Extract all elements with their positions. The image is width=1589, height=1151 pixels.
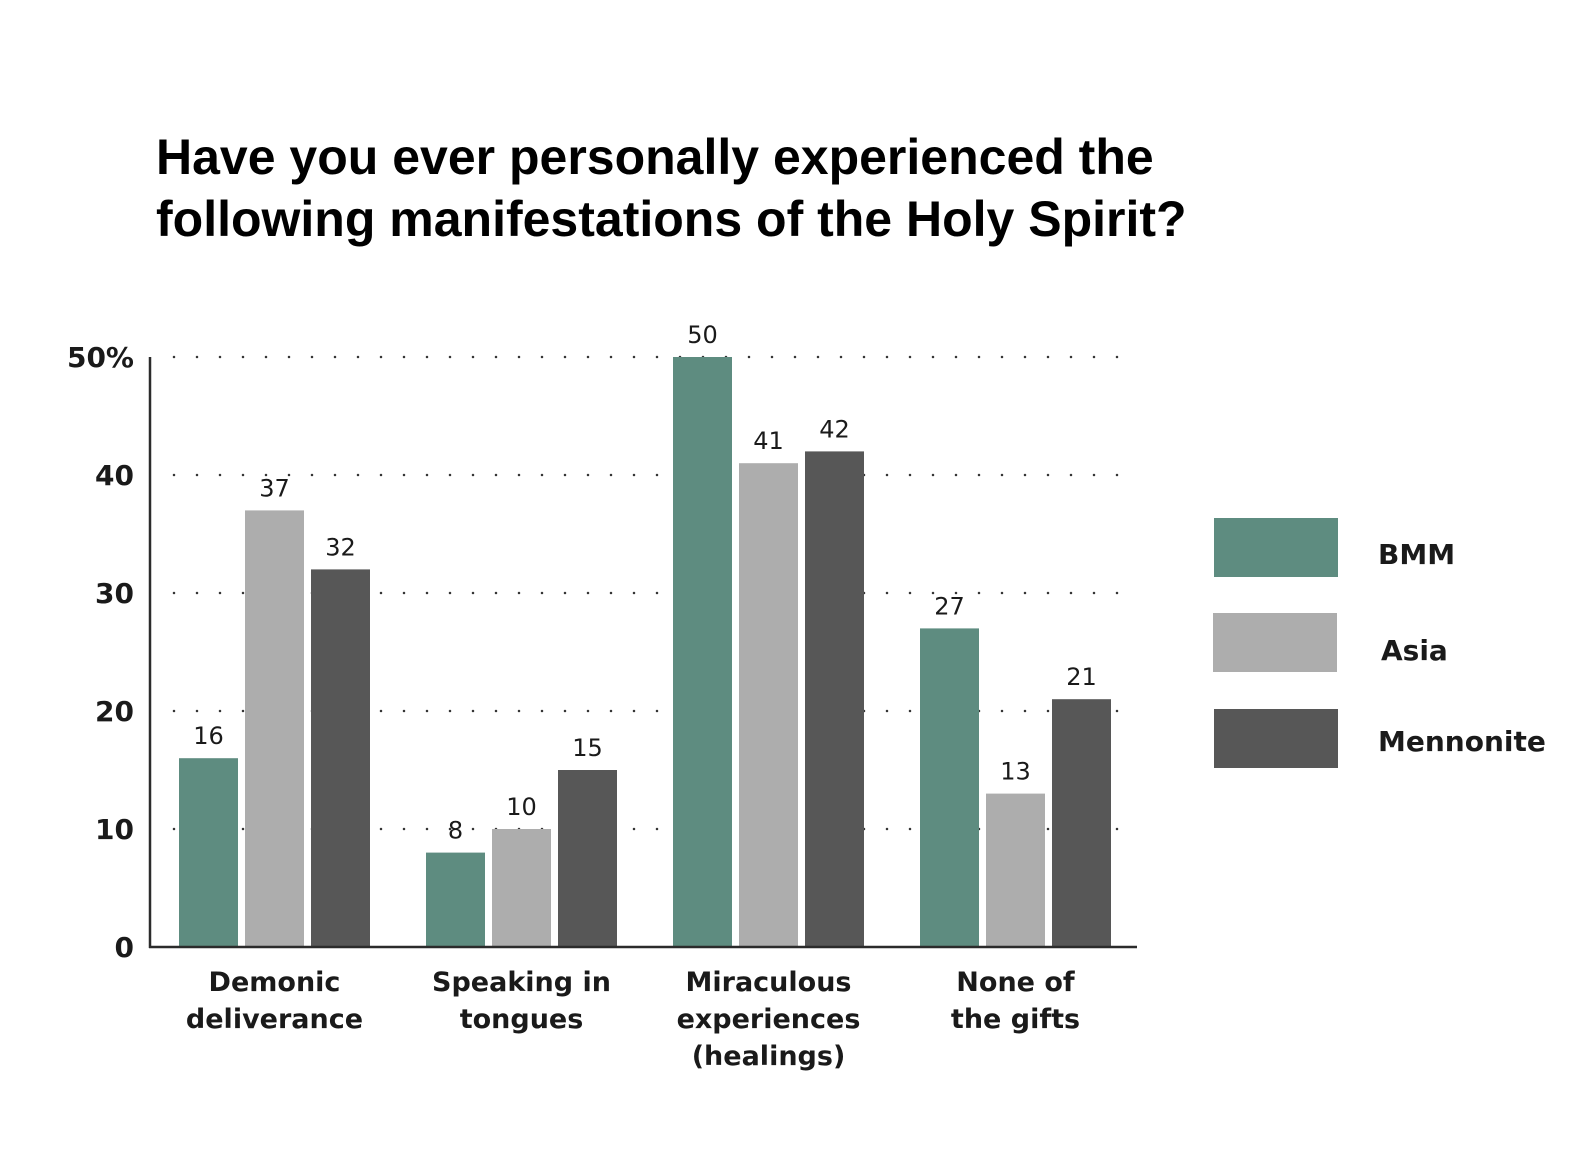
data-label: 15 xyxy=(572,734,603,762)
x-category-label-line: deliverance xyxy=(186,1004,363,1035)
x-category-label-line: tongues xyxy=(460,1004,584,1035)
x-category-label-line: Demonic xyxy=(209,967,341,998)
data-label: 10 xyxy=(506,793,537,821)
x-category-label: Demonic deliverance xyxy=(186,967,363,1035)
x-category-label-line: None of xyxy=(956,967,1075,998)
data-label: 16 xyxy=(193,722,224,750)
x-category-label-line: (healings) xyxy=(692,1041,846,1072)
bar-asia-0 xyxy=(245,510,304,947)
bar-bmm-3 xyxy=(920,628,979,947)
legend-label-bmm: BMM xyxy=(1378,538,1455,571)
data-label: 27 xyxy=(934,592,965,620)
data-label: 21 xyxy=(1066,663,1097,691)
bar-asia-2 xyxy=(739,463,798,947)
x-category-label: Speaking in tongues xyxy=(432,967,611,1035)
y-tick-label: 10 xyxy=(95,813,134,846)
bar-mennonite-3 xyxy=(1052,699,1111,947)
bar-bmm-0 xyxy=(179,758,238,947)
x-category-label: Miraculous experiences (healings) xyxy=(677,967,861,1072)
labels: 0 10 20 30 40 50% 16 8 50 27 37 10 41 13 32 15 42 21 Demon… xyxy=(67,321,1097,1072)
data-label: 8 xyxy=(448,817,463,845)
data-label: 13 xyxy=(1000,758,1031,786)
legend: BMM Asia Mennonite xyxy=(1213,518,1546,768)
bar-asia-3 xyxy=(986,793,1045,947)
x-category-label-line: the gifts xyxy=(951,1004,1080,1035)
data-label: 50 xyxy=(687,321,718,349)
y-tick-label: 40 xyxy=(95,459,134,492)
chart-title: Have you ever personally experienced the… xyxy=(156,126,1356,250)
legend-label-asia: Asia xyxy=(1381,634,1448,667)
legend-swatch-asia xyxy=(1213,613,1337,672)
x-category-label-line: Speaking in xyxy=(432,967,611,998)
bar-mennonite-0 xyxy=(311,569,370,947)
chart-title-line-1: Have you ever personally experienced the xyxy=(156,129,1154,185)
x-category-label-line: Miraculous xyxy=(686,967,852,998)
y-tick-label: 20 xyxy=(95,695,134,728)
bars xyxy=(179,357,1111,947)
chart-title-line-2: following manifestations of the Holy Spi… xyxy=(156,191,1187,247)
legend-label-mennonite: Mennonite xyxy=(1378,725,1546,758)
bar-bmm-1 xyxy=(426,852,485,947)
axes xyxy=(148,357,1137,949)
data-label: 42 xyxy=(819,415,850,443)
y-tick-label: 30 xyxy=(95,577,134,610)
legend-swatch-mennonite xyxy=(1214,709,1338,768)
data-label: 41 xyxy=(753,427,784,455)
x-category-label-line: experiences xyxy=(677,1004,861,1035)
bar-bmm-2 xyxy=(673,357,732,947)
bar-asia-1 xyxy=(492,829,551,947)
legend-swatch-bmm xyxy=(1214,518,1338,577)
y-tick-label: 50% xyxy=(67,341,134,374)
data-label: 37 xyxy=(259,474,290,502)
data-label: 32 xyxy=(325,533,356,561)
x-category-label: None of the gifts xyxy=(951,967,1080,1035)
bar-mennonite-1 xyxy=(558,770,617,947)
y-tick-label: 0 xyxy=(115,931,134,964)
bar-mennonite-2 xyxy=(805,451,864,947)
